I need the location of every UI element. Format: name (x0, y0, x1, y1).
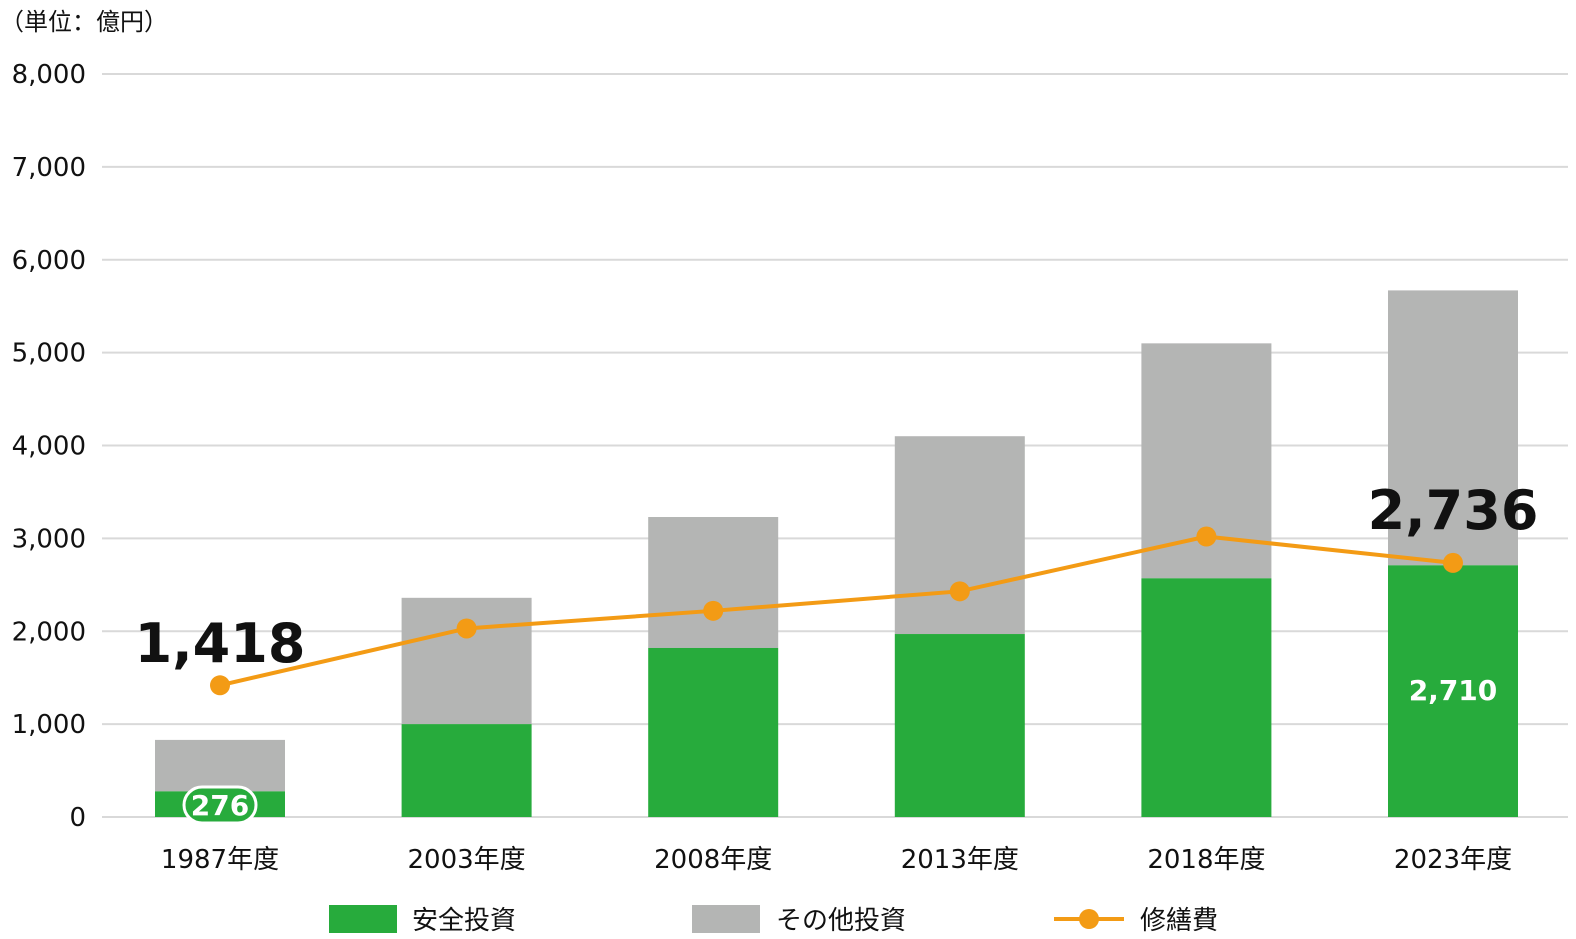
y-tick-label: 7,000 (12, 153, 86, 183)
annotations: 1,418 2,736 276 2,710 (135, 479, 1539, 825)
bar-label-first: 276 (191, 789, 249, 822)
bar-label-last: 2,710 (1409, 674, 1498, 707)
repair-cost-point (949, 581, 970, 602)
legend-swatch-safety (329, 905, 397, 933)
x-tick-label: 2018年度 (1147, 845, 1265, 875)
x-tick-label: 1987年度 (161, 845, 279, 875)
repair-cost-point (1196, 526, 1217, 547)
bar-safety-investment (894, 634, 1025, 817)
bar-other-investment (401, 597, 532, 725)
gridlines (102, 73, 1568, 818)
bar-label-badge (182, 785, 258, 825)
y-tick-label: 4,000 (12, 432, 86, 462)
repair-cost-point (456, 618, 477, 639)
y-tick-label: 8,000 (12, 60, 86, 90)
repair-cost-point (210, 675, 230, 696)
x-tick-label: 2013年度 (901, 845, 1019, 875)
legend-swatch-other (692, 905, 760, 933)
y-tick-label: 2,000 (12, 617, 86, 647)
x-tick-label: 2003年度 (408, 845, 526, 875)
x-axis-labels: 1987年度 2003年度 2008年度 2013年度 2018年度 2023年度 (161, 845, 1512, 875)
repair-cost-point (1443, 552, 1463, 573)
y-tick-label: 5,000 (12, 339, 86, 369)
bar-safety-investment (401, 724, 532, 817)
legend-label-repair: 修繕費 (1140, 906, 1218, 936)
y-tick-label: 6,000 (12, 246, 86, 276)
y-tick-label: 0 (69, 803, 86, 833)
y-axis-ticks: 0 1,000 2,000 3,000 4,000 5,000 6,000 7,000 8,00… (12, 60, 86, 833)
bar-other-investment (894, 436, 1025, 635)
legend-marker-repair (1079, 909, 1099, 929)
bars (155, 290, 1518, 817)
repair-cost-point (703, 600, 724, 621)
x-tick-label: 2008年度 (654, 845, 772, 875)
y-tick-label: 1,000 (12, 710, 86, 740)
x-tick-label: 2023年度 (1394, 845, 1512, 875)
line-label-last: 2,736 (1368, 479, 1539, 542)
bar-safety-investment (1388, 565, 1518, 817)
legend: 安全投資 その他投資 修繕費 (329, 905, 1218, 936)
line-label-first: 1,418 (135, 612, 306, 675)
unit-label: （単位：億円） (0, 8, 168, 36)
legend-label-other: その他投資 (776, 906, 906, 936)
bar-other-investment (155, 739, 285, 792)
y-tick-label: 3,000 (12, 524, 86, 554)
bar-other-investment (648, 517, 779, 648)
bar-safety-investment (1141, 578, 1272, 817)
bar-safety-investment (648, 647, 779, 817)
legend-label-safety: 安全投資 (412, 906, 516, 936)
repair-cost-line-path (219, 534, 1454, 688)
bar-other-investment (1388, 290, 1518, 566)
repair-cost-line (210, 526, 1463, 696)
